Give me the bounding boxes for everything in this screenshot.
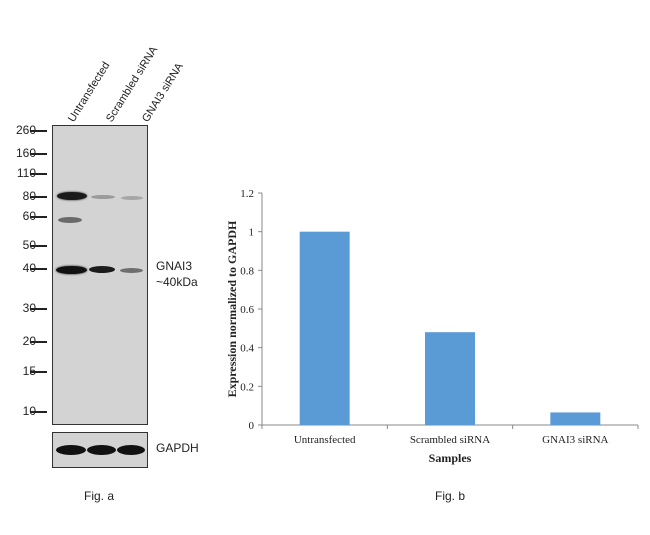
bar-untransfected [299,231,350,425]
mw-tick [30,173,47,175]
band-untransfected-80kda [57,192,87,200]
gnai3-target-size: ~40kDa [156,275,198,289]
mw-marker-20: 20 [22,334,36,348]
band-gnai3-sirna-gnai3 [120,268,143,273]
mw-tick [30,341,47,343]
y-tick-label: 0.8 [240,265,254,277]
band-untransfected-gnai3 [56,266,87,274]
y-tick-label: 1.2 [240,188,254,200]
band-scrambled-gnai3 [89,266,115,273]
mw-marker-40: 40 [22,261,36,275]
band-gapdh-gnai3-sirna [117,445,145,455]
mw-marker-160: 160 [15,146,36,160]
y-tick-label: 0.6 [240,304,254,316]
mw-marker-30: 30 [22,301,36,315]
gapdh-blot-membrane [52,432,148,468]
y-tick-label: 0.2 [240,381,254,393]
band-untransfected-60kda [58,217,82,223]
mw-tick [30,130,47,132]
chart-bars [299,231,601,425]
mw-tick [30,308,47,310]
x-axis-title: Samples [429,451,472,465]
band-gnai3-80kda [121,196,143,200]
mw-marker-80: 80 [22,189,36,203]
fig-a-caption: Fig. a [84,489,115,503]
band-gapdh-scrambled [87,445,116,455]
mw-marker-60: 60 [22,209,36,223]
mw-marker-260: 260 [15,123,36,137]
mw-marker-50: 50 [22,238,36,252]
gnai3-target-name: GNAI3 [156,259,193,273]
y-tick-label: 0 [249,420,255,432]
mw-tick [30,371,47,373]
mw-tick [30,196,47,198]
gnai3-label: GNAI3 ~40kDa [156,258,198,290]
x-tick-label: Scrambled siRNA [410,434,490,446]
band-gapdh-untransfected [56,445,86,455]
mw-tick [30,216,47,218]
band-scrambled-80kda [91,195,115,199]
y-axis-title: Expression normalized to GAPDH [225,220,239,397]
mw-tick [30,411,47,413]
bar-scrambled-sirna [425,332,475,425]
mw-marker-15: 15 [22,364,36,378]
mw-marker-10: 10 [22,404,36,418]
y-tick-label: 1 [249,227,255,239]
gapdh-label: GAPDH [156,441,199,455]
mw-tick [30,268,47,270]
bar-gnai3-sirna [550,412,601,425]
mw-tick [30,153,47,155]
x-tick-label: GNAI3 siRNA [542,434,608,446]
y-tick-label: 0.4 [240,343,254,355]
main-blot-membrane [52,125,148,425]
mw-tick [30,245,47,247]
chart-labels: 0 0.2 0.4 0.6 0.8 1 1.2 Untransfected Scrambled … [225,188,609,465]
mw-marker-110: 110 [16,166,36,180]
x-tick-label: Untransfected [294,434,356,446]
fig-b-caption: Fig. b [435,489,466,503]
